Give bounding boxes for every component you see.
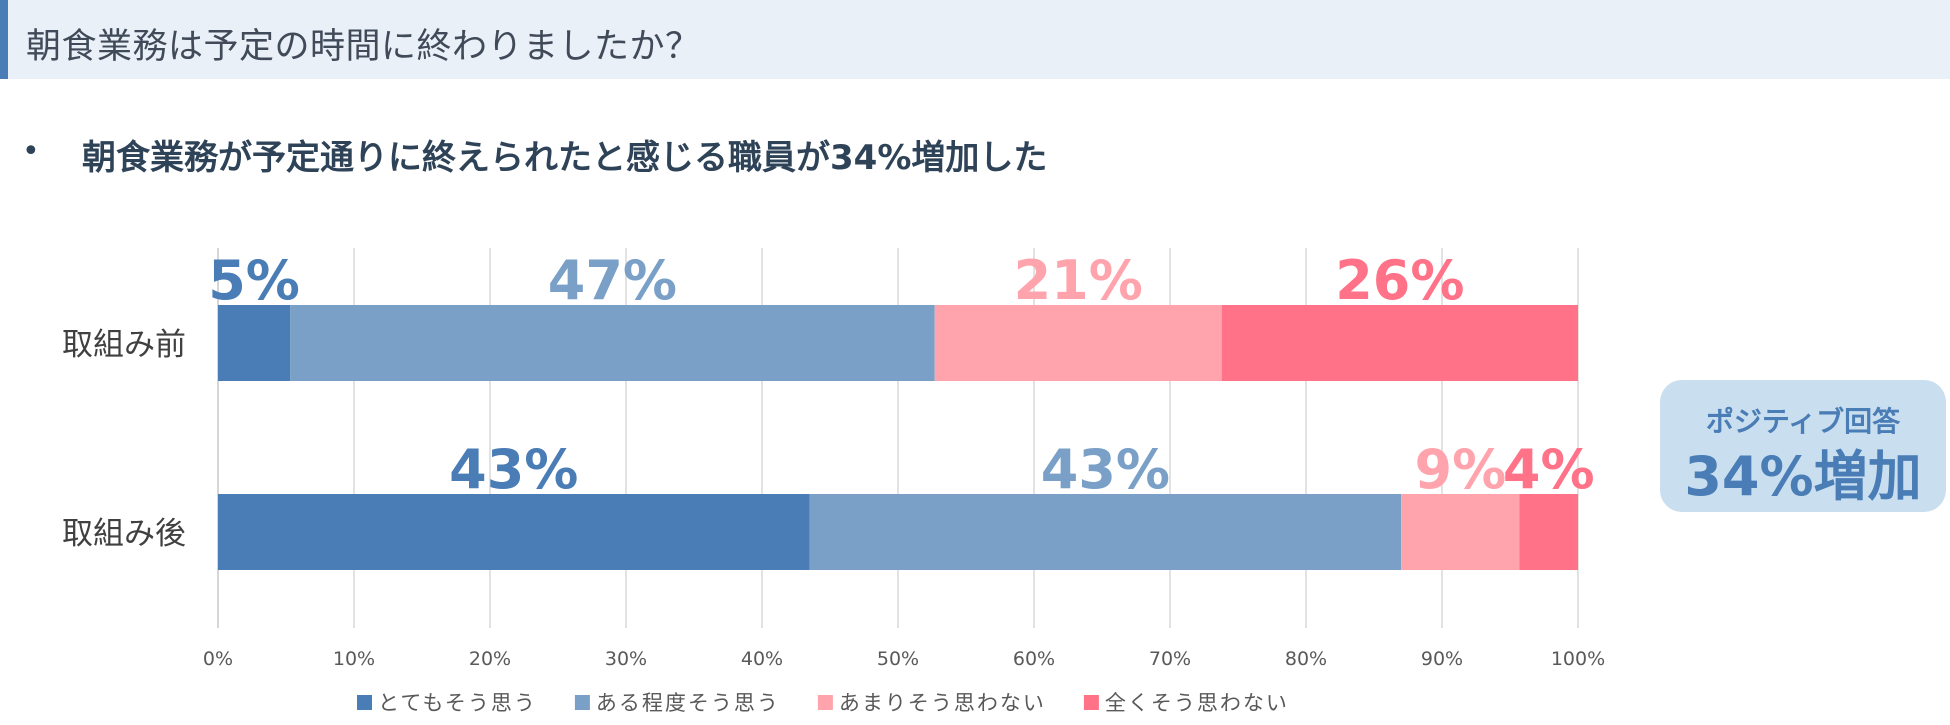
legend-swatch (817, 695, 833, 710)
data-label: 5% (208, 249, 300, 312)
category-label: 取組み後 (62, 516, 186, 552)
x-tick-label: 70% (1149, 648, 1191, 670)
legend-swatch (574, 695, 590, 710)
data-label: 47% (548, 249, 677, 312)
callout-caption: ポジティブ回答 (1705, 405, 1901, 438)
x-tick-label: 20% (469, 648, 511, 670)
title-bar: 朝食業務は予定の時間に終わりましたか？ (0, 0, 1950, 79)
title-accent (0, 0, 8, 79)
legend-swatch (357, 695, 372, 710)
x-tick-label: 30% (605, 648, 647, 670)
bar-segment (809, 494, 1402, 570)
data-label: 43% (449, 438, 578, 501)
x-tick-label: 60% (1013, 648, 1055, 670)
legend-label: とてもそう思う (378, 691, 537, 715)
positive-response-callout: ポジティブ回答 34%増加 (1660, 380, 1946, 512)
category-label: 取組み前 (62, 327, 186, 363)
summary-bullet: • (22, 134, 40, 169)
bar-segment (290, 305, 935, 381)
legend-label: 全くそう思わない (1105, 691, 1289, 715)
summary-text: 朝食業務が予定通りに終えられたと感じる職員が34%増加した (82, 138, 1048, 178)
legend-swatch (1083, 695, 1099, 710)
data-label: 9% (1415, 438, 1507, 501)
page-title: 朝食業務は予定の時間に終わりましたか？ (26, 27, 701, 67)
x-tick-label: 100% (1551, 648, 1605, 670)
data-label: 4% (1503, 438, 1595, 501)
x-tick-label: 90% (1421, 648, 1463, 670)
bar-segment (1401, 494, 1520, 570)
bar-segment (1519, 494, 1578, 570)
callout-value: 34%増加 (1684, 445, 1922, 508)
legend-label: あまりそう思わない (839, 691, 1046, 715)
bar-segment (1221, 305, 1578, 381)
x-tick-label: 40% (741, 648, 783, 670)
x-tick-label: 80% (1285, 648, 1327, 670)
bar-segment (934, 305, 1222, 381)
x-tick-label: 0% (203, 648, 233, 670)
x-tick-label: 50% (877, 648, 919, 670)
data-label: 43% (1041, 438, 1170, 501)
legend-label: ある程度そう思う (596, 691, 780, 715)
data-label: 26% (1335, 249, 1464, 312)
x-tick-label: 10% (333, 648, 375, 670)
bar-segment (218, 305, 291, 381)
data-label: 21% (1014, 249, 1143, 312)
bar-segment (218, 494, 810, 570)
